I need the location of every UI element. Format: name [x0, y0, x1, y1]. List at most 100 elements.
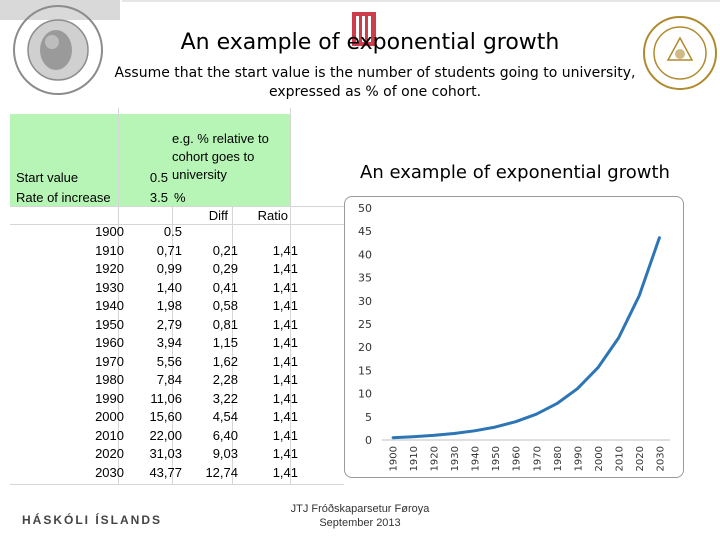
- year-cell[interactable]: 1970: [95, 353, 124, 369]
- year-cell[interactable]: 1900: [95, 224, 124, 239]
- x-tick-label: 2030: [656, 446, 667, 471]
- diff-cell[interactable]: 4,54: [212, 409, 238, 424]
- x-tick-label: 1960: [512, 446, 523, 471]
- diff-cell[interactable]: 9,03: [212, 446, 238, 461]
- footer-credit-line2: September 2013: [319, 517, 401, 529]
- year-cell[interactable]: 2030: [95, 464, 124, 480]
- table-row: 1940 1,98 0,58 1,41: [10, 298, 300, 317]
- table-row: 1920 0,99 0,29 1,41: [10, 261, 300, 280]
- table-row: 1980 7,84 2,28 1,41: [10, 372, 300, 391]
- diff-header: Diff: [208, 208, 228, 223]
- diff-cell[interactable]: 1,62: [212, 353, 238, 369]
- ratio-cell[interactable]: 1,41: [272, 464, 298, 480]
- y-tick-label: 30: [358, 295, 372, 308]
- start-value[interactable]: 0.5: [149, 170, 168, 185]
- ratio-cell[interactable]: 1,41: [272, 427, 298, 443]
- slide-subtitle: Assume that the start value is the numbe…: [114, 65, 636, 100]
- ratio-cell[interactable]: 1,41: [272, 242, 298, 258]
- grid-line: [172, 206, 173, 484]
- ratio-cell[interactable]: 1,41: [272, 279, 298, 295]
- x-tick-label: 1920: [429, 446, 440, 471]
- data-point: [597, 366, 599, 369]
- footer-credit-line1: JTJ Fróðskaparsetur Føroya: [290, 503, 430, 515]
- value-cell[interactable]: 2,79: [156, 316, 182, 332]
- table-row: 2030 43,77 12,74 1,41: [10, 465, 300, 484]
- data-point: [658, 236, 661, 238]
- grid-line: [10, 224, 344, 225]
- year-cell[interactable]: 2020: [95, 446, 124, 461]
- x-tick-label: 2010: [615, 446, 626, 471]
- y-tick-label: 45: [358, 225, 372, 238]
- diff-cell[interactable]: 0,81: [212, 316, 238, 332]
- ratio-header: Ratio: [257, 208, 288, 223]
- ratio-cell[interactable]: 1,41: [272, 335, 298, 350]
- grid-line: [232, 206, 233, 484]
- start-value-label: Start value: [16, 170, 79, 185]
- data-point: [576, 387, 579, 390]
- diff-cell[interactable]: 0,29: [212, 261, 238, 276]
- value-cell[interactable]: 5,56: [156, 353, 182, 369]
- grid-line: [290, 108, 291, 484]
- data-point: [453, 432, 455, 435]
- value-cell[interactable]: 0,99: [156, 261, 182, 276]
- diff-cell[interactable]: 0,21: [212, 242, 238, 258]
- year-cell[interactable]: 1960: [95, 335, 124, 350]
- table-row: 2010 22,00 6,40 1,41: [10, 428, 300, 447]
- year-cell[interactable]: 2000: [95, 409, 124, 424]
- y-tick-label: 5: [365, 411, 372, 424]
- y-tick-label: 50: [358, 202, 372, 215]
- x-tick-label: 1950: [491, 446, 502, 471]
- grid-line: [10, 206, 344, 207]
- value-cell[interactable]: 0,71: [156, 242, 182, 258]
- ratio-cell[interactable]: 1,41: [272, 261, 298, 276]
- year-cell[interactable]: 1910: [95, 242, 124, 258]
- value-cell[interactable]: 1,40: [156, 279, 182, 295]
- year-cell[interactable]: 1940: [95, 298, 124, 313]
- data-point: [473, 430, 476, 432]
- value-cell[interactable]: 43,77: [149, 464, 182, 480]
- value-cell[interactable]: 1,98: [156, 298, 182, 313]
- ratio-cell[interactable]: 1,41: [272, 298, 298, 313]
- x-tick-label: 1930: [450, 446, 461, 471]
- year-cell[interactable]: 1950: [95, 316, 124, 332]
- diff-cell[interactable]: 6,40: [212, 427, 238, 443]
- diff-cell[interactable]: 3,22: [212, 390, 238, 406]
- ratio-cell[interactable]: 1,41: [272, 409, 298, 424]
- line-chart: 0 5 10 15 20 25 30 35 40 45 50 1900 1910 1920 1930 1940…: [358, 202, 670, 471]
- year-cell[interactable]: 1990: [95, 390, 124, 406]
- ratio-cell[interactable]: 1,41: [272, 353, 298, 369]
- ratio-cell[interactable]: 1,41: [272, 316, 298, 332]
- value-cell[interactable]: 22,00: [149, 427, 182, 443]
- seal-icon: [643, 16, 717, 90]
- diff-cell[interactable]: 0,58: [212, 298, 238, 313]
- y-tick-label: 15: [358, 364, 372, 377]
- y-tick-label: 10: [358, 388, 372, 401]
- value-cell[interactable]: 0.5: [163, 224, 182, 239]
- value-cell[interactable]: 15,60: [149, 409, 182, 424]
- year-cell[interactable]: 1920: [95, 261, 124, 276]
- table-row: 2000 15,60 4,54 1,41: [10, 409, 300, 428]
- table-row: 1950 2,79 0,81 1,41: [10, 317, 300, 336]
- rate-value[interactable]: 3.5: [149, 190, 168, 205]
- ratio-cell[interactable]: 1,41: [272, 372, 298, 387]
- diff-cell[interactable]: 12,74: [205, 464, 238, 480]
- year-cell[interactable]: 1930: [95, 279, 124, 295]
- value-cell[interactable]: 3,94: [156, 335, 182, 350]
- ratio-cell[interactable]: 1,41: [272, 390, 298, 406]
- value-cell[interactable]: 11,06: [150, 390, 182, 406]
- year-cell[interactable]: 1980: [95, 372, 124, 387]
- data-point: [556, 402, 558, 405]
- value-cell[interactable]: 7,84: [156, 372, 182, 387]
- data-point: [514, 420, 517, 423]
- ratio-cell[interactable]: 1,41: [272, 446, 298, 461]
- footer-brand: HÁSKÓLI ÍSLANDS: [22, 513, 163, 527]
- grid-line: [10, 484, 344, 485]
- diff-cell[interactable]: 2,28: [212, 372, 238, 387]
- year-cell[interactable]: 2010: [95, 427, 124, 443]
- header-rule: [122, 0, 720, 2]
- chart-frame: [344, 196, 684, 478]
- note-text: e.g. % relative to cohort goes to univer…: [172, 131, 269, 182]
- diff-cell[interactable]: 1,15: [212, 335, 238, 350]
- diff-cell[interactable]: 0,41: [212, 279, 238, 295]
- value-cell[interactable]: 31,03: [149, 446, 182, 461]
